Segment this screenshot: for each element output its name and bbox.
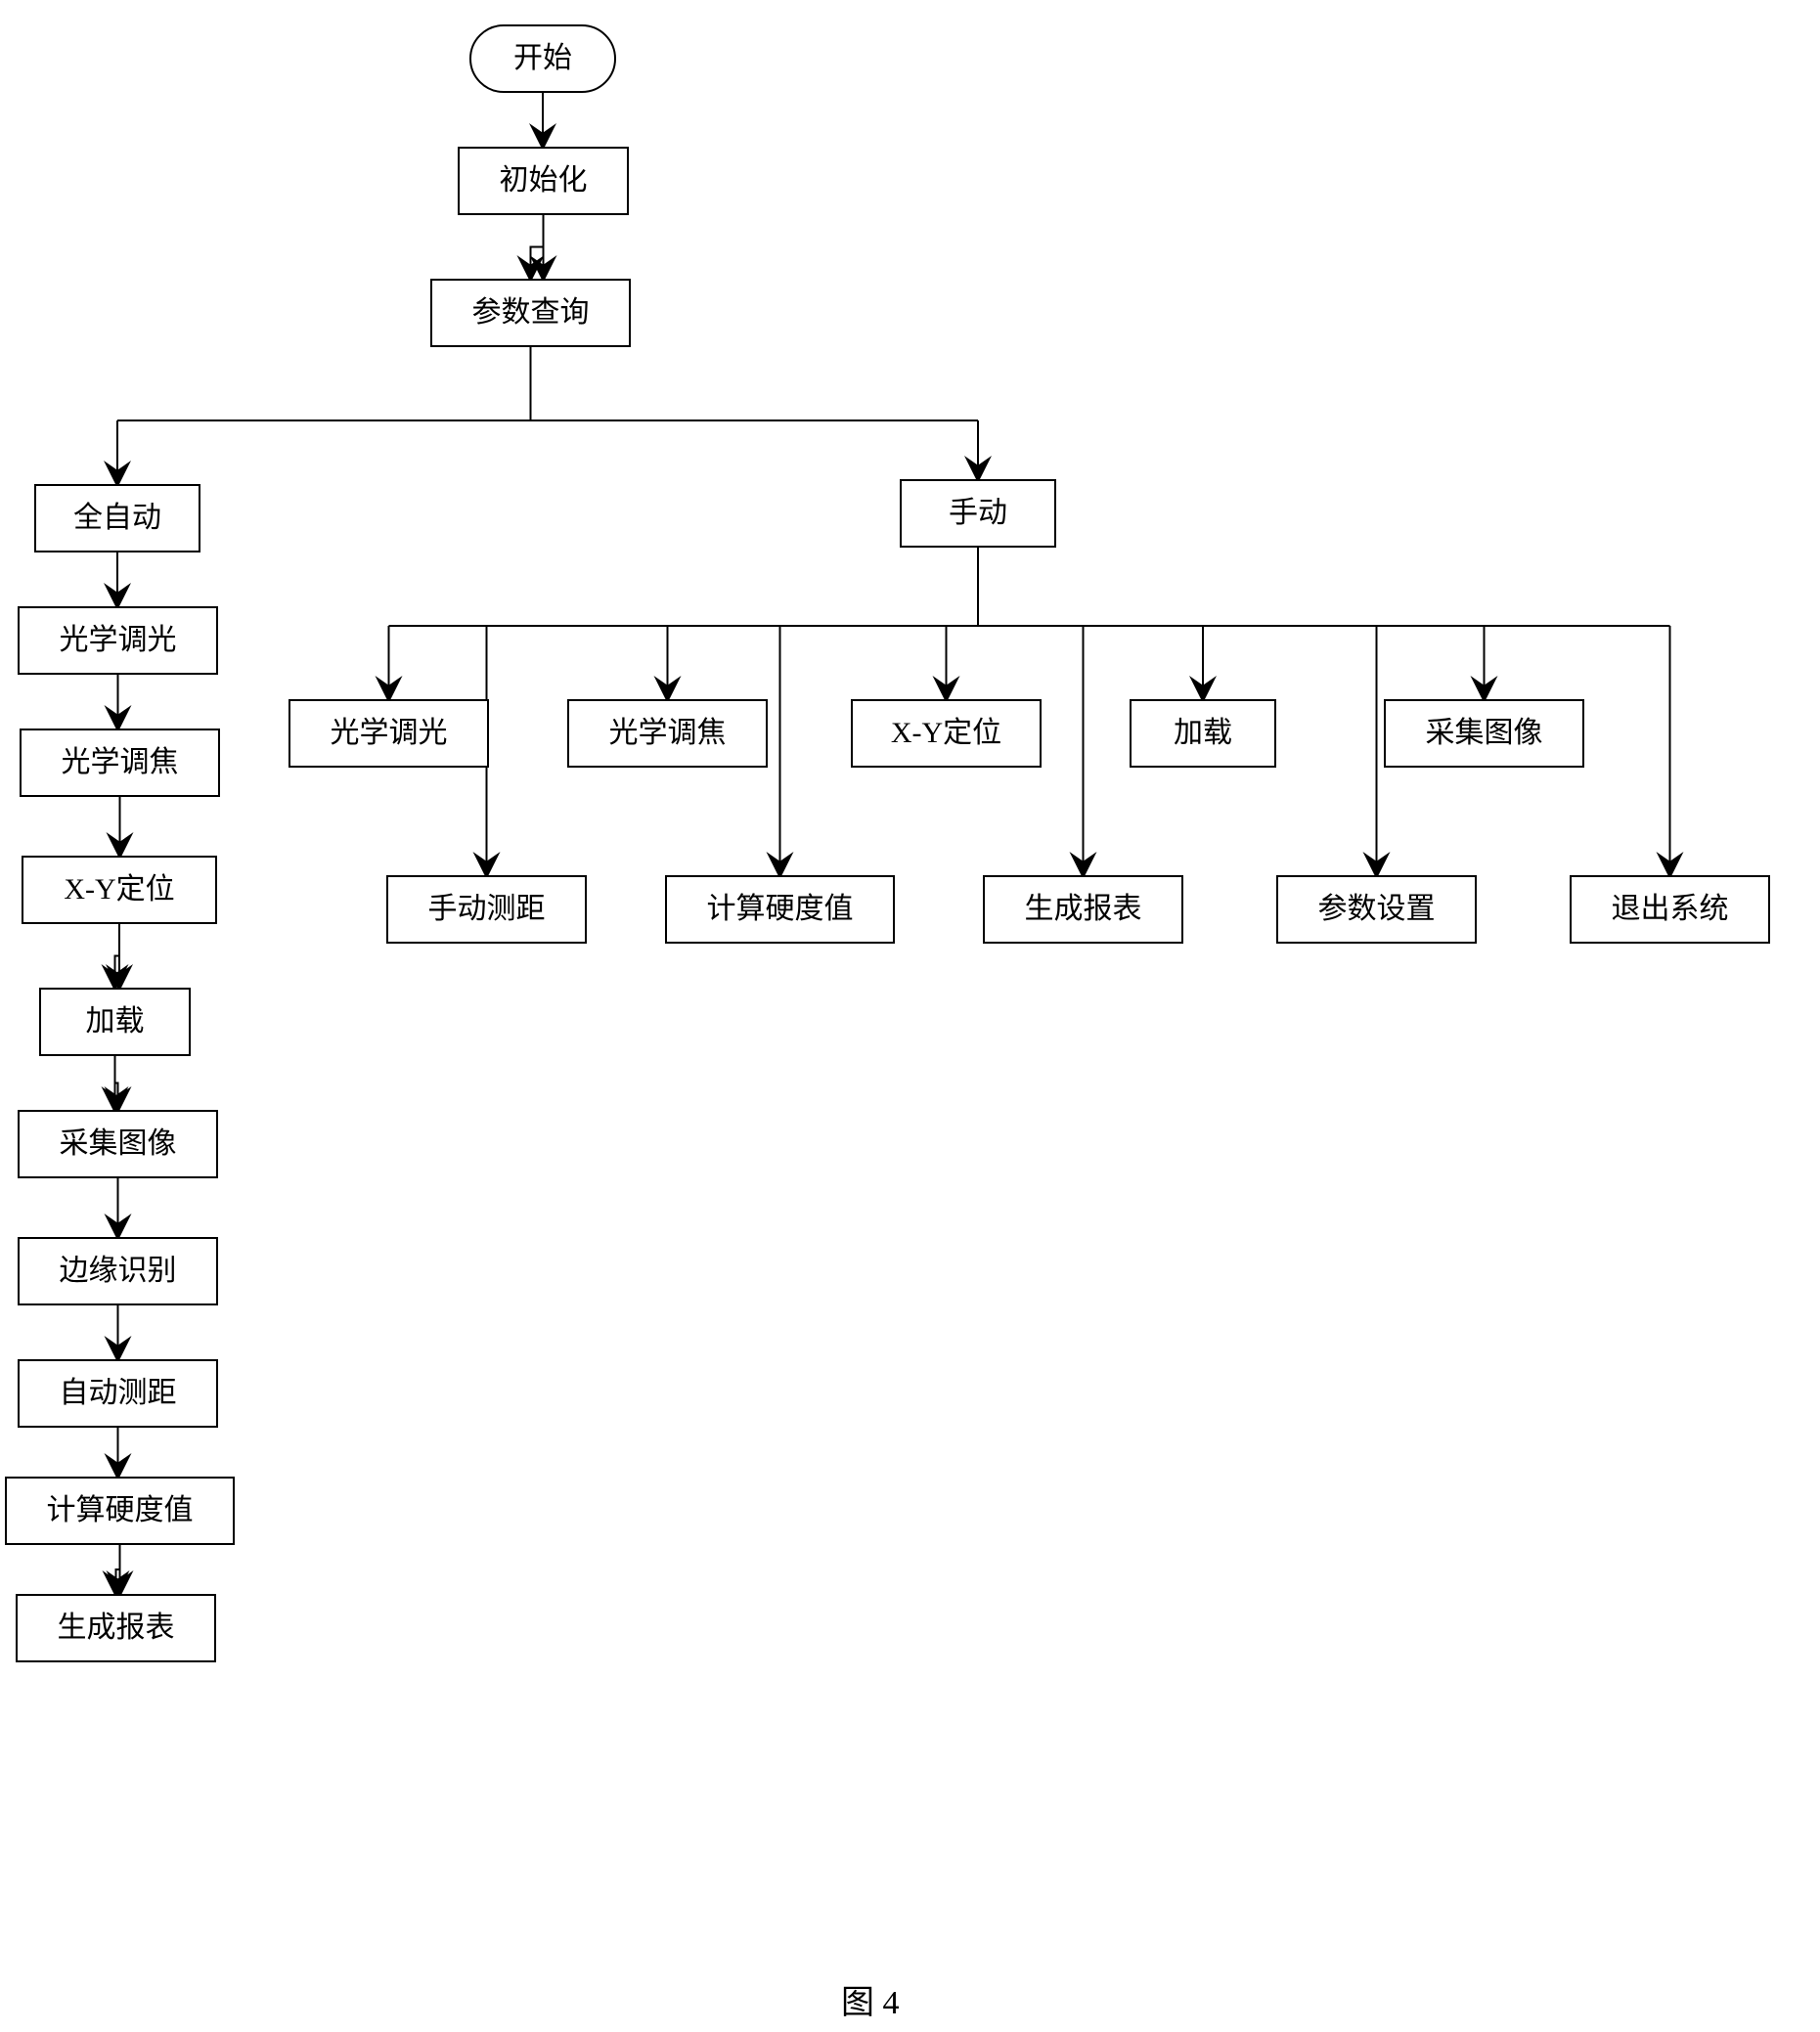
manual-step-5: 采集图像 — [1384, 699, 1584, 768]
manual-step-1: 光学调光 — [289, 699, 489, 768]
auto-step-6: 边缘识别 — [18, 1237, 218, 1305]
auto-node: 全自动 — [34, 484, 200, 552]
auto-step-2: 光学调焦 — [20, 729, 220, 797]
manual-step-7: 计算硬度值 — [665, 875, 895, 944]
manual-step-6: 手动测距 — [386, 875, 587, 944]
auto-step-3: X-Y定位 — [22, 856, 217, 924]
auto-step-8: 计算硬度值 — [5, 1477, 235, 1545]
manual-step-8: 生成报表 — [983, 875, 1183, 944]
manual-step-9: 参数设置 — [1276, 875, 1477, 944]
manual-step-10: 退出系统 — [1570, 875, 1770, 944]
auto-step-9: 生成报表 — [16, 1594, 216, 1662]
manual-step-3: X-Y定位 — [851, 699, 1042, 768]
manual-step-2: 光学调焦 — [567, 699, 768, 768]
figure-caption: 图 4 — [841, 1975, 900, 2023]
query-node: 参数查询 — [430, 279, 631, 347]
init-node: 初始化 — [458, 147, 629, 215]
auto-step-1: 光学调光 — [18, 606, 218, 675]
auto-step-4: 加载 — [39, 988, 191, 1056]
auto-step-5: 采集图像 — [18, 1110, 218, 1178]
start-node: 开始 — [469, 24, 616, 93]
auto-step-7: 自动测距 — [18, 1359, 218, 1428]
manual-node: 手动 — [900, 479, 1056, 548]
manual-step-4: 加载 — [1130, 699, 1276, 768]
